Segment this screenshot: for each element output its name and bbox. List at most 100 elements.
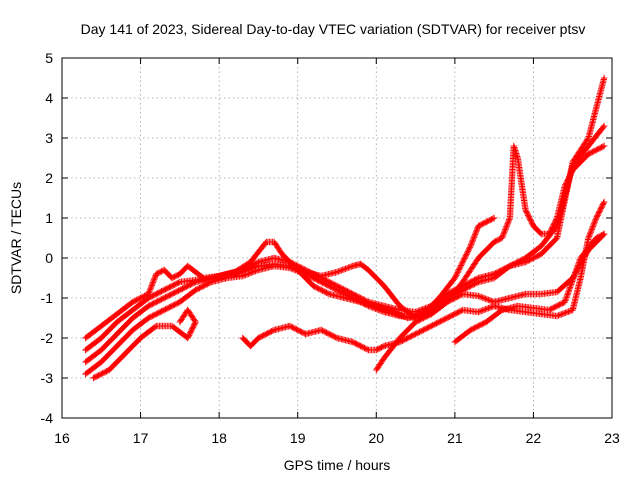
data-point-marker <box>461 253 469 261</box>
data-point-marker <box>566 285 573 292</box>
data-point-marker <box>186 330 193 338</box>
data-point-marker <box>184 334 191 342</box>
data-point-marker <box>506 216 513 223</box>
data-point-marker <box>343 264 351 272</box>
data-point-marker <box>391 309 399 317</box>
data-point-marker <box>252 263 259 271</box>
data-point-marker <box>381 306 389 313</box>
data-point-marker <box>189 324 197 331</box>
data-point-marker <box>547 226 555 234</box>
x-axis-ticks: 16 17 18 19 20 21 22 23 <box>54 58 620 446</box>
data-point-marker <box>567 281 575 288</box>
data-point-marker <box>524 210 531 218</box>
data-point-marker <box>342 265 349 272</box>
data-point-marker <box>592 216 599 223</box>
data-point-marker <box>501 227 509 235</box>
data-point-marker <box>589 223 597 230</box>
data-point-marker <box>246 266 254 273</box>
x-axis-label: GPS time / hours <box>284 457 391 473</box>
data-point-marker <box>501 229 508 236</box>
data-point-marker <box>591 217 599 225</box>
data-point-marker <box>463 249 471 257</box>
data-point-marker <box>176 318 184 326</box>
data-point-marker <box>378 304 386 312</box>
data-point-marker <box>460 256 467 264</box>
data-point-marker <box>560 310 568 317</box>
data-point-marker <box>148 282 155 289</box>
data-point-marker <box>467 242 474 250</box>
data-point-marker <box>346 263 354 271</box>
data-point-marker <box>418 306 425 314</box>
data-point-marker <box>459 259 466 266</box>
data-point-marker <box>336 267 344 275</box>
data-point-marker <box>587 229 594 236</box>
data-point-marker <box>453 270 461 278</box>
data-point-marker <box>600 198 608 206</box>
data-point-marker <box>572 269 579 276</box>
data-point-marker <box>522 206 529 214</box>
data-point-marker <box>486 304 494 311</box>
data-point-marker <box>480 294 488 302</box>
data-point-marker <box>398 312 406 320</box>
data-point-marker <box>555 312 562 319</box>
data-point-marker <box>474 225 481 233</box>
data-point-marker <box>584 136 591 143</box>
data-point-marker <box>562 295 570 303</box>
data-point-marker <box>565 174 572 182</box>
data-point-marker <box>149 279 157 286</box>
data-point-marker <box>250 264 258 271</box>
data-point-marker <box>377 304 384 311</box>
data-point-marker <box>401 313 409 321</box>
data-point-marker <box>384 307 391 314</box>
data-point-marker <box>375 303 383 311</box>
data-point-marker <box>463 251 470 258</box>
data-point-marker <box>345 264 352 271</box>
data-point-marker <box>187 329 194 336</box>
series-track-2 <box>82 122 608 354</box>
data-point-marker <box>568 278 576 285</box>
data-point-marker <box>504 220 511 227</box>
data-point-marker <box>556 311 564 319</box>
series-track-7 <box>90 306 199 382</box>
data-point-marker <box>478 293 485 301</box>
data-point-marker <box>150 277 157 285</box>
data-point-marker <box>461 255 468 262</box>
data-point-marker <box>189 325 196 332</box>
data-point-marker <box>499 233 506 240</box>
data-point-marker <box>504 219 512 226</box>
data-point-marker <box>483 296 491 303</box>
data-point-marker <box>479 294 486 301</box>
data-point-marker <box>559 310 566 318</box>
data-point-marker <box>546 229 553 236</box>
data-point-marker <box>571 272 578 279</box>
data-point-marker <box>363 346 371 353</box>
data-point-marker <box>339 266 346 274</box>
data-point-marker <box>600 200 607 207</box>
data-point-marker <box>505 217 512 225</box>
data-point-marker <box>243 267 251 274</box>
data-point-marker <box>245 266 252 274</box>
data-point-marker <box>412 308 419 316</box>
data-point-marker <box>585 233 593 240</box>
data-point-marker <box>576 257 583 265</box>
data-point-marker <box>566 173 573 180</box>
data-point-marker <box>453 272 460 279</box>
y-tick-label: -1 <box>41 290 54 306</box>
data-point-marker <box>563 178 571 186</box>
data-point-marker <box>600 74 608 82</box>
data-point-marker <box>145 290 152 298</box>
x-tick-label: 23 <box>604 430 620 446</box>
chart-title: Day 141 of 2023, Sidereal Day-to-day VTE… <box>81 21 586 37</box>
data-point-marker <box>523 208 530 215</box>
data-point-marker <box>528 218 535 226</box>
data-point-marker <box>599 201 607 208</box>
data-point-marker <box>458 260 465 268</box>
x-tick-label: 20 <box>368 430 384 446</box>
y-tick-label: 5 <box>45 50 53 66</box>
data-point-marker <box>253 263 261 270</box>
data-point-marker <box>379 343 387 350</box>
data-point-marker <box>332 334 339 341</box>
data-point-marker <box>591 219 598 226</box>
data-point-marker <box>177 317 184 324</box>
data-point-marker <box>550 221 557 228</box>
